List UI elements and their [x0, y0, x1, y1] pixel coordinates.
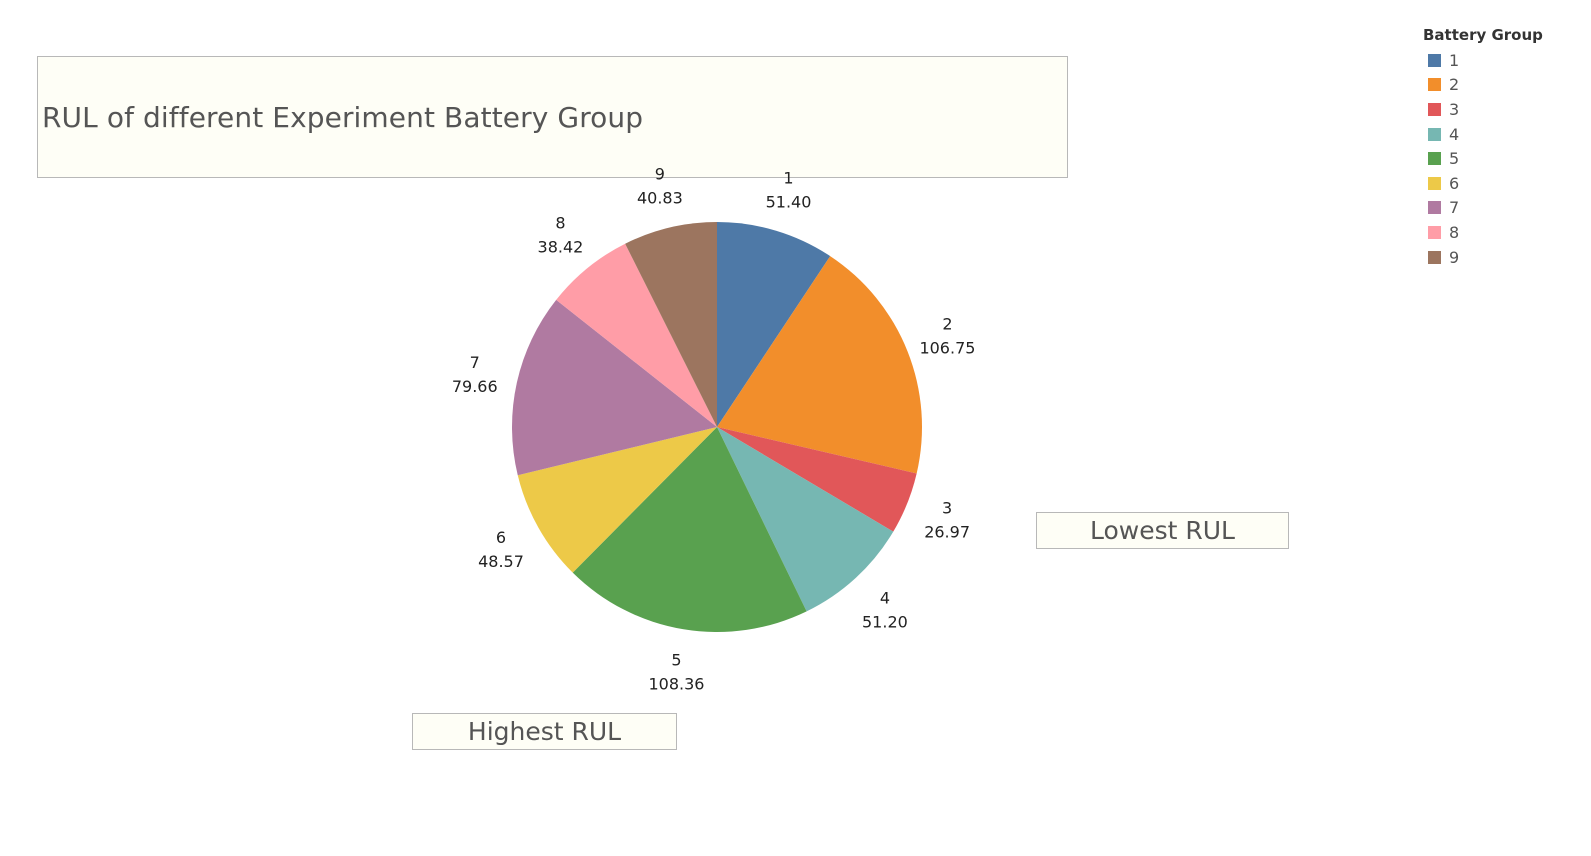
pie-slice-2[interactable] — [717, 256, 922, 474]
slice-category-label: 4 — [880, 589, 890, 608]
slice-label-8: 838.42 — [538, 214, 584, 257]
slice-category-label: 3 — [942, 499, 952, 518]
pie-slice-1[interactable] — [717, 222, 831, 427]
slice-value-label: 79.66 — [452, 377, 498, 396]
pie-slice-6[interactable] — [517, 427, 717, 573]
legend: Battery Group 1 2 3 4 5 6 7 8 9 — [1423, 24, 1543, 269]
pie-slice-3[interactable] — [717, 427, 917, 532]
slice-label-4: 451.20 — [862, 589, 908, 632]
legend-title: Battery Group — [1423, 26, 1543, 44]
slice-value-label: 38.42 — [538, 238, 584, 257]
chart-title-box: RUL of different Experiment Battery Grou… — [37, 56, 1068, 178]
legend-label: 1 — [1449, 50, 1460, 70]
pie-slice-4[interactable] — [717, 427, 894, 612]
lowest-rul-annotation: Lowest RUL — [1036, 512, 1289, 549]
slice-label-9: 940.83 — [637, 165, 683, 208]
slice-category-label: 8 — [555, 214, 565, 233]
pie-slice-5[interactable] — [572, 427, 807, 633]
legend-item-1[interactable]: 1 — [1423, 48, 1543, 73]
pie-slice-7[interactable] — [512, 299, 717, 476]
legend-label: 7 — [1449, 198, 1460, 218]
legend-label: 5 — [1449, 149, 1460, 169]
slice-category-label: 7 — [470, 353, 480, 372]
slice-category-label: 5 — [671, 651, 681, 670]
legend-label: 3 — [1449, 99, 1460, 119]
slice-category-label: 1 — [783, 169, 793, 188]
legend-label: 9 — [1449, 247, 1460, 267]
slice-value-label: 48.57 — [478, 552, 524, 571]
slice-label-6: 648.57 — [478, 528, 524, 571]
legend-label: 2 — [1449, 75, 1460, 95]
legend-label: 4 — [1449, 124, 1460, 144]
slice-label-2: 2 106.75 — [919, 314, 975, 357]
legend-swatch — [1428, 127, 1441, 141]
legend-swatch — [1428, 201, 1441, 215]
legend-item-6[interactable]: 6 — [1423, 171, 1543, 196]
legend-swatch — [1428, 152, 1441, 166]
legend-swatch — [1428, 78, 1441, 92]
legend-label: 6 — [1449, 173, 1460, 193]
slice-category-label: 6 — [496, 528, 506, 547]
legend-items: 1 2 3 4 5 6 7 8 9 — [1423, 48, 1543, 269]
pie-slice-8[interactable] — [556, 243, 717, 427]
slice-category-label: 9 — [655, 165, 665, 184]
legend-swatch — [1428, 250, 1441, 264]
highest-rul-annotation: Highest RUL — [412, 713, 677, 750]
legend-item-4[interactable]: 4 — [1423, 122, 1543, 147]
legend-swatch — [1428, 102, 1441, 116]
pie-slice-9[interactable] — [625, 222, 717, 427]
slice-category-label: 2 — [942, 314, 952, 333]
legend-item-3[interactable]: 3 — [1423, 97, 1543, 122]
legend-item-2[interactable]: 2 — [1423, 73, 1543, 98]
slice-label-1: 151.40 — [766, 169, 812, 212]
legend-swatch — [1428, 176, 1441, 190]
slice-value-label: 51.40 — [766, 193, 812, 212]
legend-item-8[interactable]: 8 — [1423, 220, 1543, 245]
slice-value-label: 26.97 — [924, 523, 970, 542]
legend-item-9[interactable]: 9 — [1423, 245, 1543, 270]
slice-value-label: 40.83 — [637, 189, 683, 208]
slice-label-5: 5 108.36 — [648, 651, 704, 694]
slice-label-3: 326.97 — [924, 499, 970, 542]
slice-label-7: 779.66 — [452, 353, 498, 396]
legend-swatch — [1428, 225, 1441, 239]
legend-swatch — [1428, 53, 1441, 67]
legend-item-7[interactable]: 7 — [1423, 196, 1543, 221]
legend-label: 8 — [1449, 222, 1460, 242]
slice-value-label: 106.75 — [919, 338, 975, 357]
legend-item-5[interactable]: 5 — [1423, 146, 1543, 171]
slice-value-label: 108.36 — [648, 675, 704, 694]
chart-title: RUL of different Experiment Battery Grou… — [42, 101, 644, 134]
slice-value-label: 51.20 — [862, 613, 908, 632]
